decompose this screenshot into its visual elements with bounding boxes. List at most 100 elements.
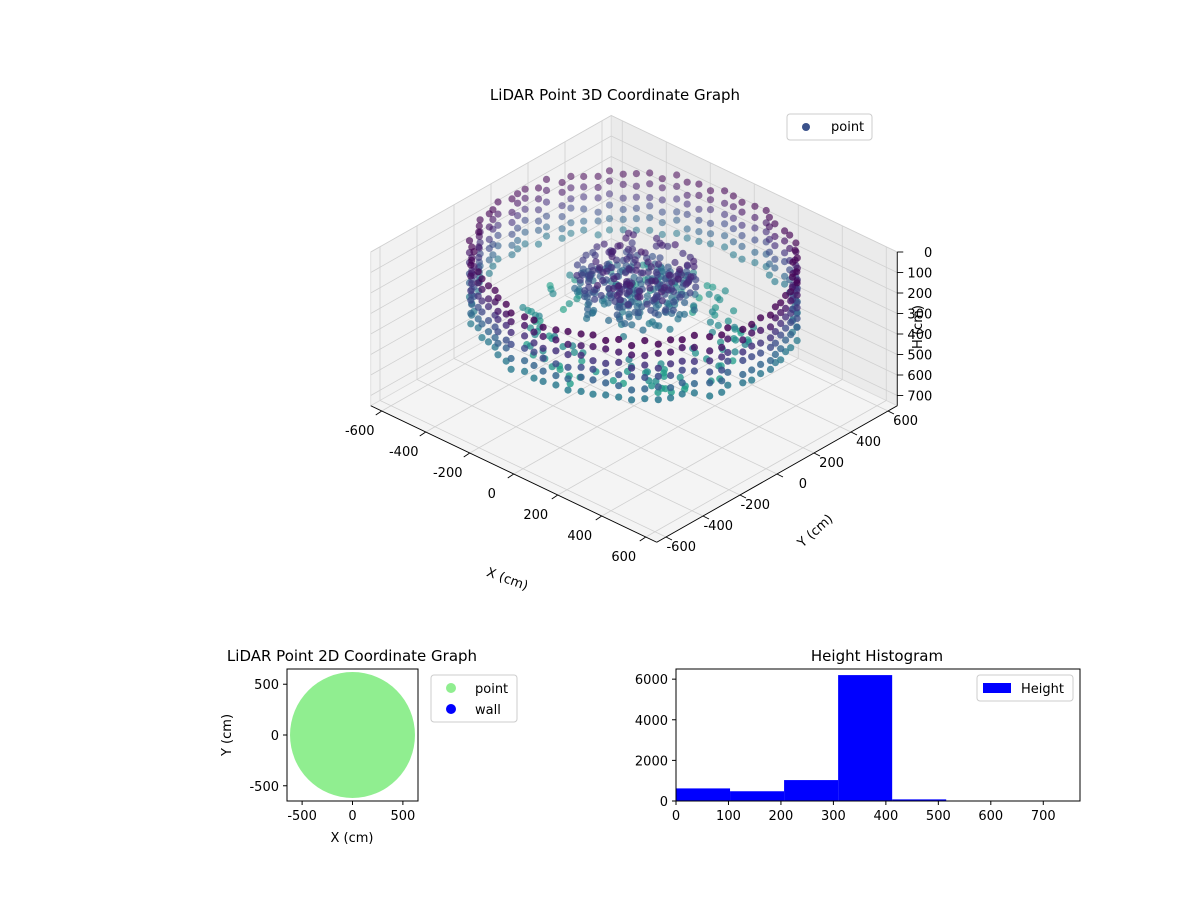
cloud-point	[738, 198, 746, 206]
cloud-point	[654, 349, 662, 357]
cloud-point	[514, 224, 522, 232]
cloud-point	[683, 200, 691, 208]
cloud-point	[474, 292, 482, 300]
cloud-point	[690, 331, 699, 339]
cloud-point	[478, 285, 486, 293]
cloud-point	[521, 367, 529, 375]
cloud-point	[558, 225, 566, 233]
cloud-point	[534, 195, 543, 203]
y-tick-label: -500	[249, 780, 279, 795]
cloud-point	[494, 351, 502, 359]
cloud-point	[793, 323, 801, 331]
chart-histogram: Height Histogram 0 100 200 300 400 500 600 7000…	[635, 647, 1081, 824]
cloud-point	[478, 320, 486, 328]
cloud-point	[577, 363, 585, 371]
cloud-point	[739, 379, 747, 387]
cloud-point	[576, 276, 584, 284]
cloud-point	[771, 339, 780, 347]
cloud-point	[558, 234, 566, 242]
cloud-point	[724, 348, 732, 357]
cloud-point	[781, 280, 789, 288]
cloud-point	[581, 287, 589, 295]
cloud-point	[706, 240, 715, 248]
cloud-point	[660, 366, 669, 374]
cloud-point	[632, 170, 641, 178]
grid-line-z-xwall	[370, 135, 612, 273]
cloud-point	[676, 265, 684, 274]
cloud-point	[485, 244, 493, 253]
cloud-point	[605, 226, 614, 234]
chart-3d-legend: point	[786, 113, 873, 141]
cloud-point	[539, 332, 547, 341]
cloud-point	[729, 251, 738, 259]
cloud-point	[678, 344, 686, 352]
chart-3d-point-cloud	[465, 167, 801, 404]
cloud-point	[757, 360, 765, 368]
cloud-point	[467, 261, 475, 269]
cloud-point	[521, 194, 529, 202]
cloud-point	[667, 384, 675, 392]
cloud-point	[534, 217, 543, 225]
cloud-point	[594, 231, 602, 239]
cloud-point	[646, 169, 654, 177]
histogram-bar	[730, 791, 785, 801]
histogram-bar	[892, 799, 947, 801]
cloud-point	[641, 395, 649, 403]
cloud-point	[667, 336, 675, 344]
y-tick-mark	[776, 473, 784, 478]
cloud-point	[539, 354, 547, 362]
cloud-point	[534, 226, 543, 234]
y-tick-label: 0	[660, 795, 668, 810]
cloud-point	[602, 336, 610, 345]
cloud-point	[625, 287, 633, 296]
cloud-point	[589, 376, 597, 384]
cloud-point	[615, 282, 623, 290]
histogram-bar	[784, 780, 839, 801]
cloud-point	[729, 214, 738, 222]
cloud-point	[793, 337, 801, 345]
cloud-point	[534, 184, 543, 192]
cloud-point	[721, 210, 729, 219]
cloud-point	[646, 284, 654, 292]
cloud-point	[600, 240, 608, 248]
cloud-point	[718, 366, 726, 374]
cloud-point	[580, 183, 588, 191]
cloud-point	[757, 349, 765, 357]
cloud-point	[676, 311, 684, 319]
cloud-point	[787, 297, 795, 305]
cloud-point	[491, 334, 499, 342]
cloud-point	[468, 280, 476, 288]
cloud-point	[658, 288, 666, 296]
cloud-point	[508, 208, 516, 216]
cloud-point	[475, 243, 483, 251]
cloud-point	[652, 304, 660, 312]
cloud-point	[632, 182, 641, 190]
chart-2d-legend-point-marker	[446, 683, 456, 693]
cloud-point	[571, 284, 579, 292]
cloud-point	[589, 343, 597, 351]
cloud-point	[766, 343, 775, 351]
cloud-point	[535, 312, 543, 320]
cloud-point	[687, 273, 695, 281]
cloud-point	[615, 348, 623, 356]
cloud-point	[738, 242, 746, 250]
cloud-point	[507, 328, 515, 337]
cloud-point	[695, 180, 703, 188]
cloud-point	[628, 351, 636, 359]
cloud-point	[721, 287, 729, 295]
cloud-point	[567, 184, 575, 192]
cloud-point	[484, 328, 493, 336]
cloud-point	[690, 357, 699, 365]
cloud-point	[585, 278, 593, 286]
cloud-point	[791, 246, 799, 254]
cloud-point	[705, 290, 713, 298]
y-tick-label: 0	[799, 477, 807, 492]
cloud-point	[771, 232, 779, 241]
y-tick-mark	[665, 536, 673, 541]
cloud-point	[748, 353, 756, 361]
cloud-point	[615, 371, 623, 379]
cloud-point	[591, 295, 599, 303]
cloud-point	[673, 216, 681, 224]
cloud-point	[765, 235, 774, 243]
cloud-point	[690, 257, 698, 265]
